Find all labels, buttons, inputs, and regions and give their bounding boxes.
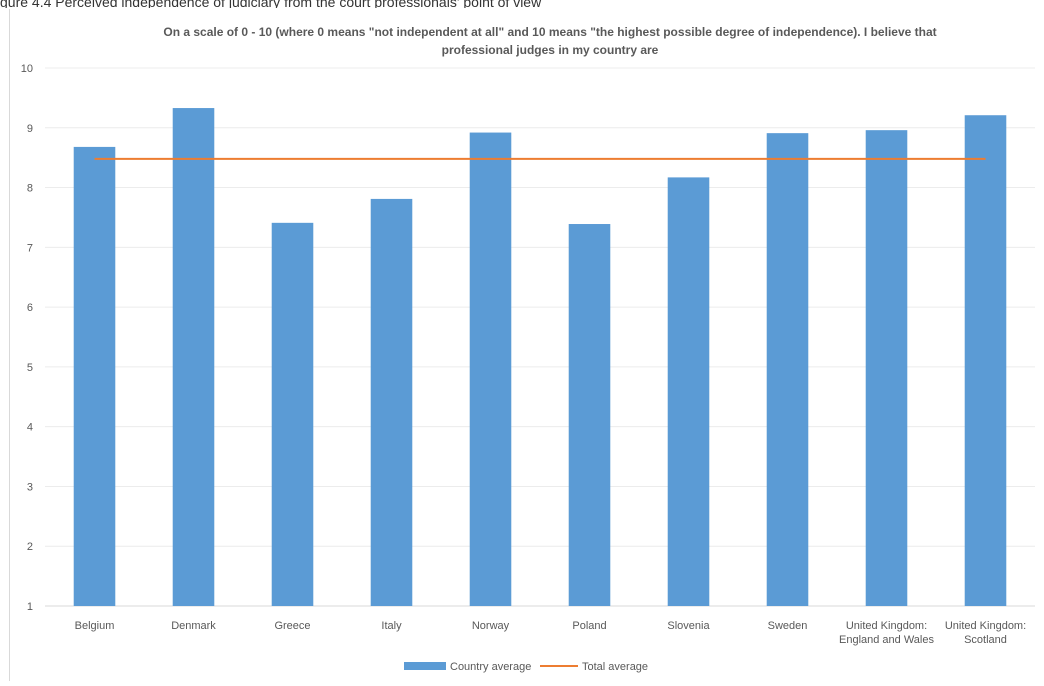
bar (469, 132, 512, 606)
x-tick-label: Poland (572, 620, 606, 632)
y-tick-label: 4 (27, 422, 33, 434)
bar (73, 146, 116, 606)
x-tick-label-line: Denmark (171, 620, 216, 632)
x-axis: Belgium Denmark Greece Italy Norway Poland Slo… (75, 620, 1027, 646)
x-tick-label: Sweden (768, 620, 808, 632)
x-tick-label-line: Scotland (964, 634, 1007, 646)
x-tick-label: United Kingdom: Scotland (945, 620, 1026, 646)
x-tick-label: Italy (381, 620, 402, 632)
y-axis: 1 2 3 4 5 6 7 8 9 10 (21, 63, 33, 613)
x-tick-label: Greece (274, 620, 310, 632)
x-tick-label: United Kingdom: England and Wales (839, 620, 934, 646)
bar (667, 177, 710, 607)
x-tick-label-line: Greece (274, 620, 310, 632)
y-tick-label: 7 (27, 242, 33, 254)
figure-caption: gure 4.4 Perceived independence of judic… (0, 0, 542, 8)
x-tick-label-line: Norway (472, 620, 510, 632)
x-tick-label-line: England and Wales (839, 634, 934, 646)
bar (964, 115, 1007, 607)
chart-title: On a scale of 0 - 10 (where 0 means "not… (163, 25, 937, 57)
y-tick-label: 6 (27, 302, 33, 314)
bar (370, 198, 413, 606)
x-tick-label-line: Slovenia (667, 620, 710, 632)
x-tick-label: Belgium (75, 620, 115, 632)
bar (172, 108, 215, 606)
y-tick-label: 1 (27, 601, 33, 613)
x-tick-label: Norway (472, 620, 510, 632)
bar (865, 130, 908, 606)
bar (568, 224, 611, 606)
x-tick-label-line: United Kingdom: (945, 620, 1026, 632)
x-tick-label: Denmark (171, 620, 216, 632)
legend-label-country-average: Country average (450, 661, 531, 673)
y-tick-label: 2 (27, 541, 33, 553)
x-tick-label-line: United Kingdom: (846, 620, 927, 632)
bar (766, 133, 809, 606)
x-tick-label-line: Sweden (768, 620, 808, 632)
y-tick-label: 10 (21, 63, 33, 75)
y-tick-label: 9 (27, 123, 33, 135)
legend-swatch-country-average (404, 662, 446, 670)
chart-frame (9, 9, 1036, 681)
x-tick-label-line: Poland (572, 620, 606, 632)
y-tick-label: 5 (27, 362, 33, 374)
x-tick-label-line: Italy (381, 620, 402, 632)
x-tick-label-line: Belgium (75, 620, 115, 632)
x-tick-label: Slovenia (667, 620, 710, 632)
legend: Country average Total average (404, 661, 648, 673)
legend-label-total-average: Total average (582, 661, 648, 673)
bar (271, 222, 314, 606)
y-tick-label: 3 (27, 481, 33, 493)
y-tick-label: 8 (27, 183, 33, 195)
bar-series (73, 108, 1007, 607)
